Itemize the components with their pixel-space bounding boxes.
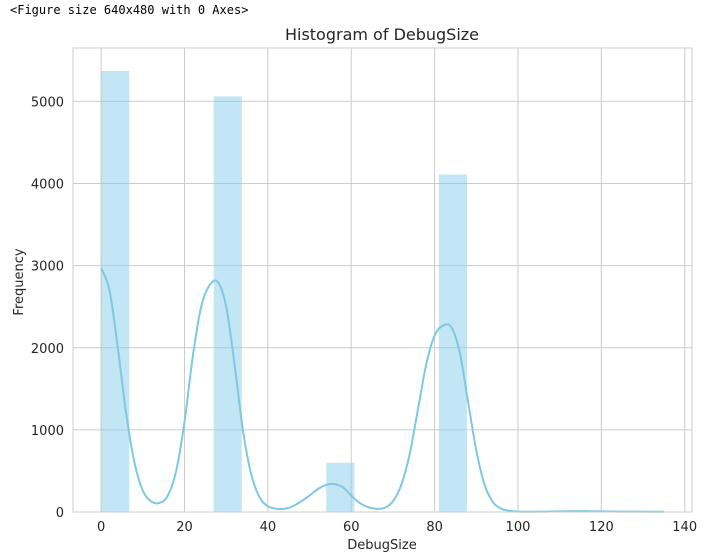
axes-frame [72, 47, 693, 513]
histogram-bar [213, 96, 242, 512]
histogram-bar [438, 174, 467, 512]
x-tick-label: 0 [97, 520, 105, 535]
x-tick-label: 140 [672, 520, 697, 535]
x-axis-label: DebugSize [347, 538, 416, 553]
chart-title: Histogram of DebugSize [285, 25, 479, 44]
y-tick-label: 5000 [31, 95, 64, 110]
bars-layer [101, 70, 664, 512]
y-tick-label: 4000 [31, 178, 64, 193]
grid-layer [73, 48, 692, 513]
spine-layer [72, 47, 693, 513]
x-tick-label: 80 [426, 520, 443, 535]
histogram-bar [326, 462, 355, 512]
x-tick-label: 120 [589, 520, 614, 535]
x-tick-label: 20 [176, 520, 193, 535]
x-tick-label: 40 [260, 520, 277, 535]
kde-layer [100, 267, 664, 513]
x-tick-label: 100 [506, 520, 531, 535]
y-axis-label: Frequency [12, 248, 27, 315]
histogram-bar [101, 70, 130, 512]
y-tick-label: 2000 [31, 342, 64, 357]
x-tick-label: 60 [343, 520, 360, 535]
y-tick-label: 3000 [31, 260, 64, 275]
y-tick-label: 1000 [31, 424, 64, 439]
y-tick-label: 0 [56, 506, 64, 521]
kde-curve [100, 267, 664, 513]
ticks-layer: 0 20 40 60 80 100 120 140 0 1000 2000 3000 4000 5000 [31, 95, 697, 535]
figure-size-output: <Figure size 640x480 with 0 Axes> [10, 3, 249, 17]
